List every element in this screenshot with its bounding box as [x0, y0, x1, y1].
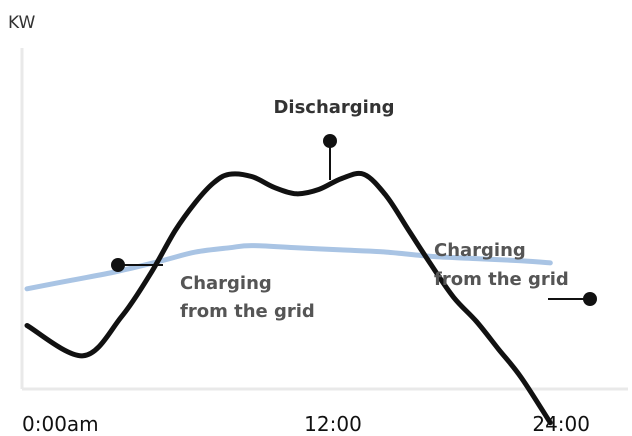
annotation-charging-left-line1: Charging — [180, 273, 272, 294]
annotation-discharging-label: Discharging — [273, 97, 394, 118]
x-tick-label-end: 24:00 — [532, 412, 590, 436]
series-layer — [24, 170, 553, 426]
annotation-charging-right-line2: from the grid — [434, 269, 569, 290]
annotation-charging-left: Charging from the grid — [111, 258, 315, 322]
annotation-charging-right: Charging from the grid — [434, 240, 597, 306]
annotation-charging-left-line2: from the grid — [180, 301, 315, 322]
y-axis-unit: KW — [8, 13, 36, 33]
annotation-discharging: Discharging — [273, 97, 395, 180]
x-tick-label-start: 0:00am — [22, 412, 99, 436]
annotation-charging-right-dot — [583, 292, 597, 306]
annotation-charging-right-line1: Charging — [434, 240, 526, 261]
x-tick-label-mid: 12:00 — [304, 412, 362, 436]
series-line-dark — [24, 170, 553, 426]
